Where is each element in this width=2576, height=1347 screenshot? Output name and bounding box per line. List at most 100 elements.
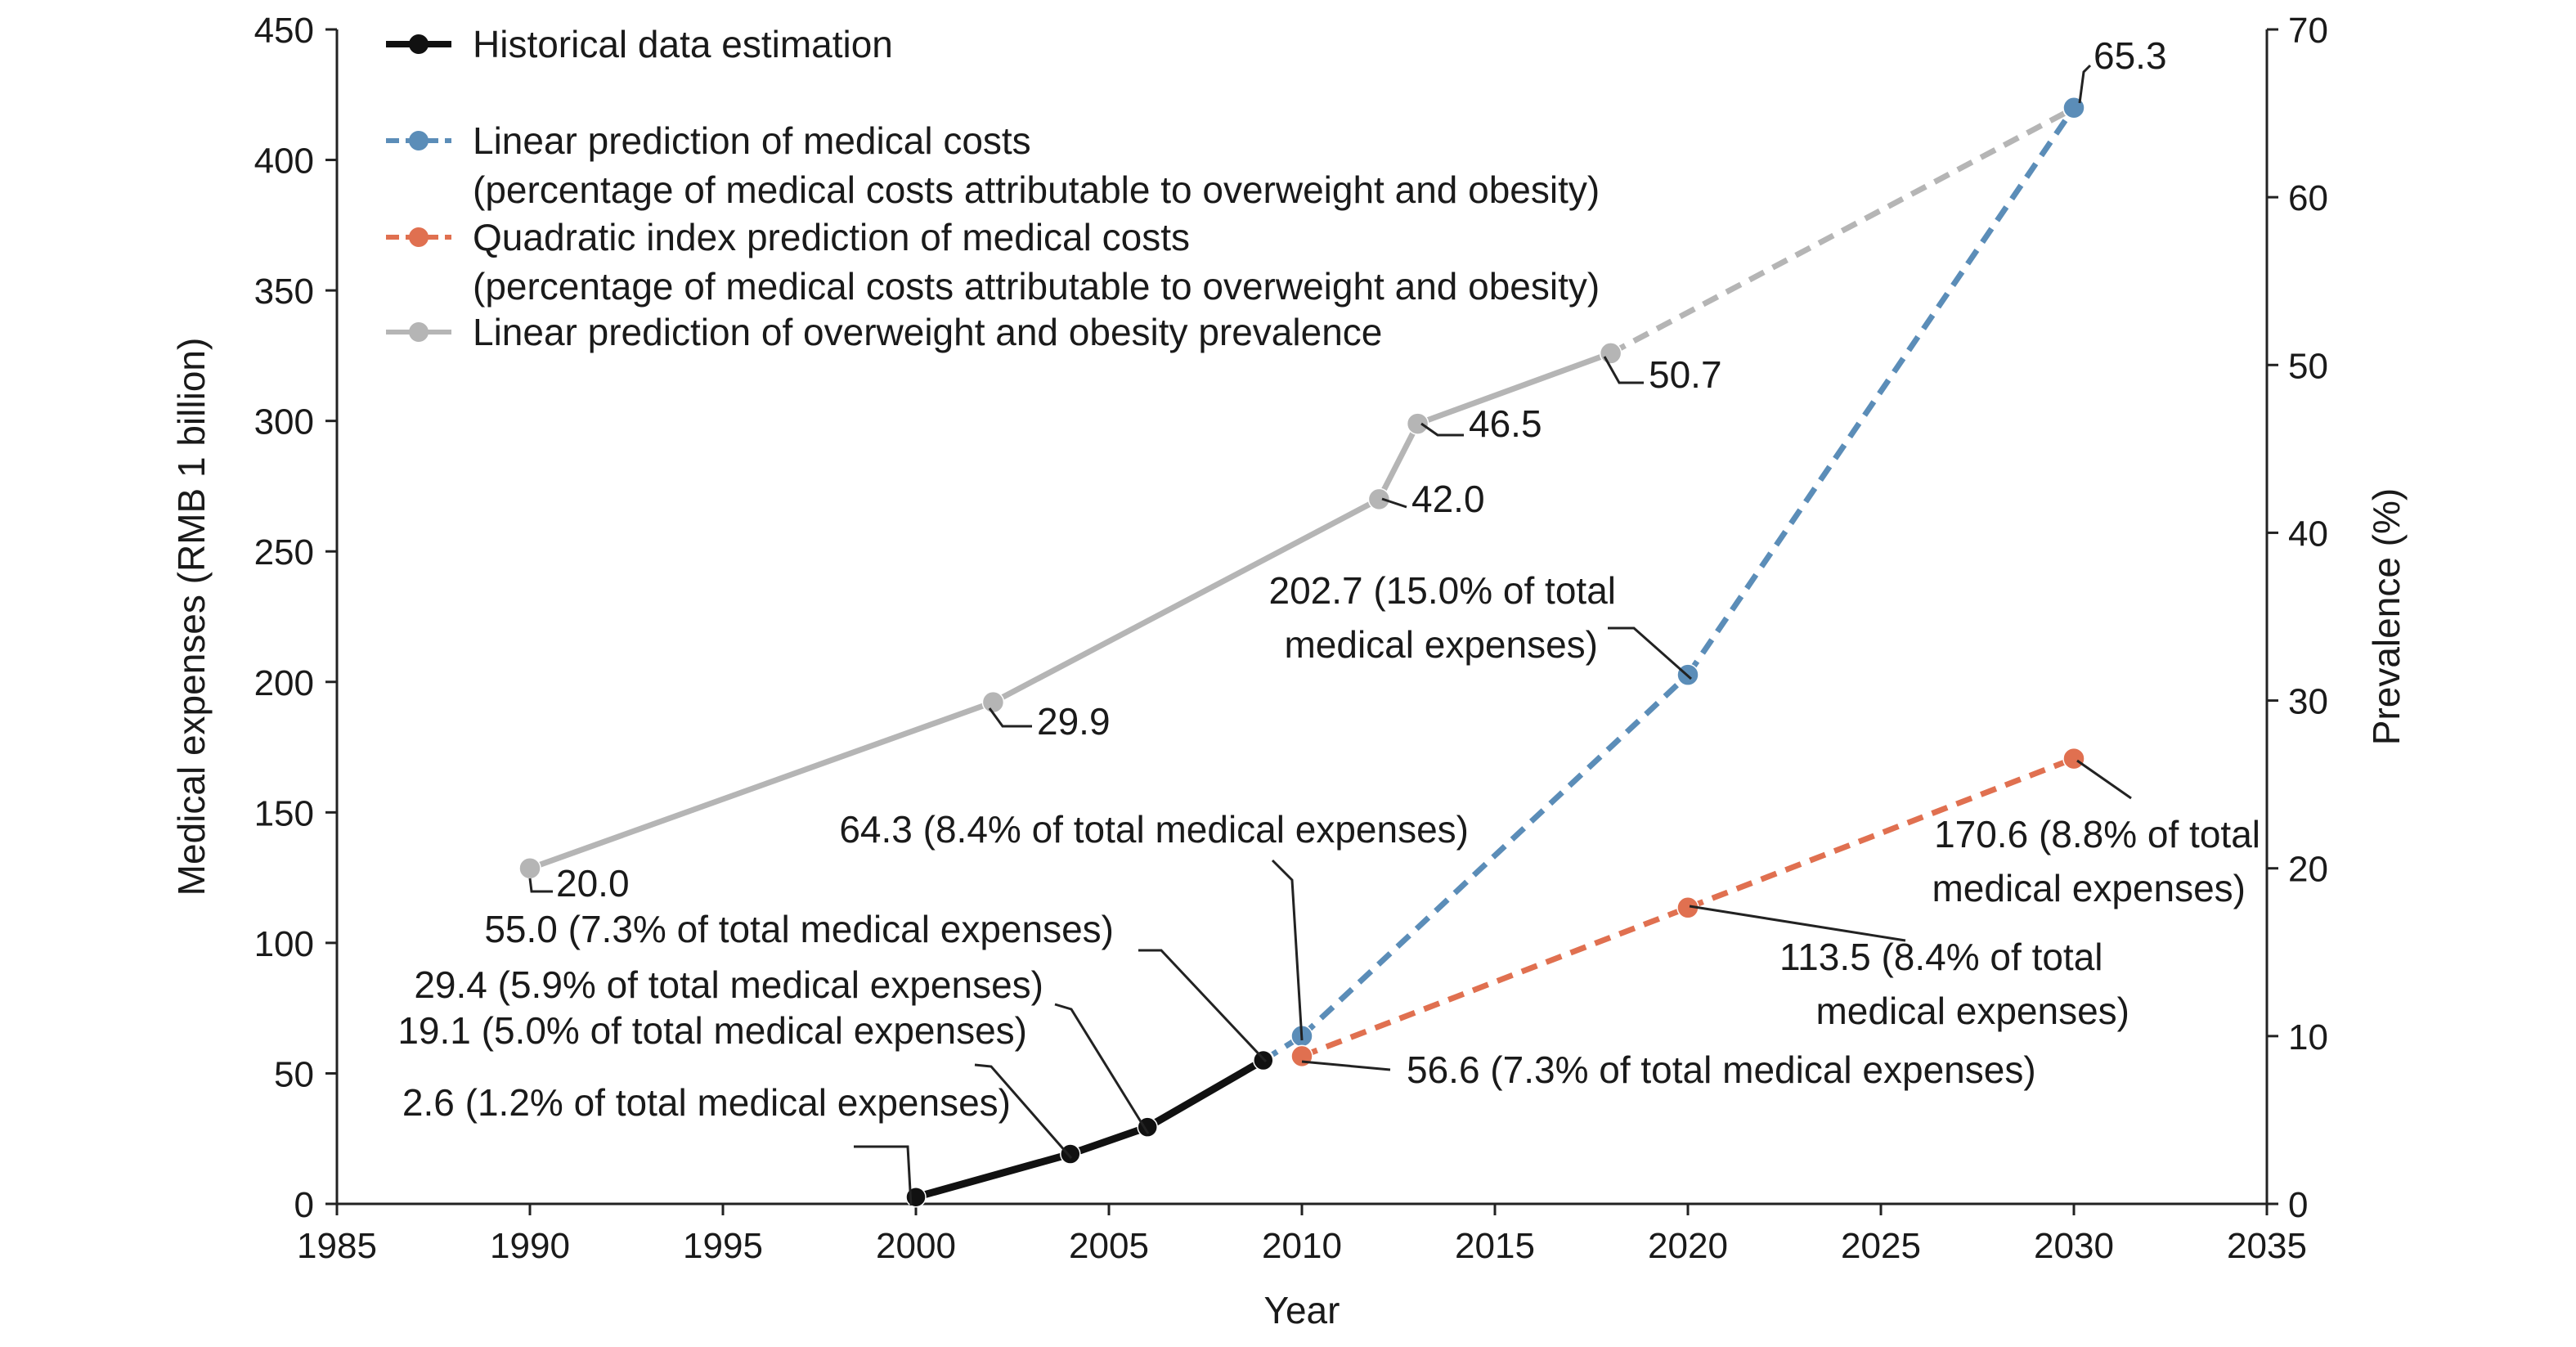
- annotation-leader-line: [854, 1145, 913, 1206]
- annotation-text: 113.5 (8.4% of total: [1779, 936, 2103, 978]
- annotation-leader-line: [1271, 859, 1304, 1041]
- x-tick-label: 1995: [683, 1226, 763, 1266]
- x-tick-label: 2000: [876, 1226, 956, 1266]
- annotation-text: 2.6 (1.2% of total medical expenses): [402, 1081, 1011, 1124]
- series-prevalence-point: [1599, 342, 1622, 365]
- y-left-tick-label: 0: [294, 1185, 314, 1225]
- y-right-tick-label: 60: [2288, 178, 2328, 218]
- y-left-tick-label: 450: [254, 11, 314, 51]
- series-prevalence-segment: [1609, 106, 2076, 357]
- y-right-tick-label: 50: [2288, 346, 2328, 386]
- annotation-text: 20.0: [556, 862, 630, 905]
- y-left-tick-label: 50: [274, 1054, 314, 1094]
- series-historical-segment: [912, 1150, 1075, 1201]
- y-left-tick-label: 150: [254, 793, 314, 833]
- annotation-quad-2030: 170.6 (8.8% of total medical expenses): [1932, 759, 2260, 909]
- x-tick-label: 2010: [1262, 1226, 1342, 1266]
- series-prevalence-segment: [527, 699, 996, 872]
- annotation-leader-line: [1689, 905, 1906, 942]
- y-right-tick-label: 30: [2288, 682, 2328, 722]
- series-quadratic_costs-point: [2062, 747, 2085, 770]
- x-tick-label: 2025: [1841, 1226, 1921, 1266]
- series-linear_costs-segment: [1685, 106, 2076, 677]
- legend-swatch-marker: [409, 34, 429, 54]
- annotation-leader-line: [1381, 497, 1407, 509]
- y-left-tick-label: 350: [254, 272, 314, 312]
- x-tick-label: 2030: [2034, 1226, 2114, 1266]
- y-axis-left-title: Medical expenses (RMB 1 billion): [170, 338, 213, 896]
- x-tick-label: 2035: [2227, 1226, 2307, 1266]
- series-quadratic_costs-segment: [1300, 905, 1690, 1059]
- y-right-tick-label: 10: [2288, 1017, 2328, 1057]
- series-prevalence-point: [981, 690, 1005, 714]
- annotation-text: 29.4 (5.9% of total medical expenses): [414, 963, 1043, 1006]
- legend-label-line2: (percentage of medical costs attributabl…: [473, 265, 1600, 308]
- annotation-prev-2012: 42.0: [1381, 478, 1485, 520]
- axes-layer: 1985 1990 1995 2000 2005 2010 2015 2020 2025 2030…: [170, 11, 2408, 1331]
- series-prevalence-point: [518, 856, 541, 880]
- series-prevalence-point: [1367, 487, 1391, 511]
- annotation-text: medical expenses): [1284, 623, 1598, 666]
- annotation-leader-line: [1301, 1060, 1391, 1071]
- x-tick-label: 2005: [1069, 1226, 1149, 1266]
- series-prevalence: [518, 97, 2085, 880]
- annotation-text: 56.6 (7.3% of total medical expenses): [1407, 1048, 2036, 1091]
- annotation-prev-2018: 50.7: [1603, 353, 1722, 396]
- annotation-text: 19.1 (5.0% of total medical expenses): [397, 1009, 1027, 1052]
- y-left-tick-label: 100: [254, 924, 314, 964]
- series-linear_costs-point: [2062, 96, 2085, 119]
- x-tick-label: 1985: [297, 1226, 377, 1266]
- y-right-tick-label: 70: [2288, 11, 2328, 51]
- annotation-prev-1990: 20.0: [528, 862, 630, 905]
- y-left-tick-label: 400: [254, 141, 314, 182]
- series-prevalence-segment: [1376, 420, 1421, 502]
- y-left-tick-label: 250: [254, 532, 314, 572]
- y-left-tick-label: 200: [254, 663, 314, 703]
- annotation-text: 42.0: [1411, 478, 1485, 520]
- y-left-tick-label: 300: [254, 402, 314, 442]
- annotation-text: 202.7 (15.0% of total: [1268, 569, 1616, 612]
- legend-label-line2: (percentage of medical costs attributabl…: [473, 168, 1600, 211]
- annotation-text: 46.5: [1469, 402, 1542, 445]
- series-historical-segment: [1066, 1123, 1151, 1158]
- annotation-hist-2000: 2.6 (1.2% of total medical expenses): [402, 1081, 1011, 1206]
- y-right-tick-label: 40: [2288, 514, 2328, 554]
- legend: Historical data estimation Linear predict…: [386, 23, 1600, 353]
- series-historical-point: [1060, 1143, 1081, 1165]
- annotation-leader-line: [1608, 626, 1692, 680]
- y-right-tick-label: 20: [2288, 850, 2328, 890]
- annotation-layer: 20.0 29.9 42.0 46.5 50.7 65.3 2.6 (1.2% of tot…: [397, 34, 2260, 1206]
- annotation-hist-2009: 55.0 (7.3% of total medical expenses): [484, 908, 1268, 1063]
- legend-label: Quadratic index prediction of medical co…: [473, 216, 1190, 258]
- annotation-lin-2020: 202.7 (15.0% of total medical expenses): [1268, 569, 1692, 680]
- annotation-prev-2013: 46.5: [1420, 402, 1542, 445]
- legend-item-prevalence: Linear prediction of overweight and obes…: [386, 311, 1382, 353]
- annotation-leader-line: [974, 1063, 1073, 1159]
- series-prevalence-segment: [990, 496, 1382, 706]
- legend-swatch-marker: [409, 131, 429, 150]
- legend-label: Historical data estimation: [473, 23, 893, 65]
- series-quadratic_costs-point: [1290, 1044, 1313, 1068]
- y-axis-right-title: Prevalence (%): [2365, 488, 2408, 745]
- annotation-text: 64.3 (8.4% of total medical expenses): [839, 808, 1469, 851]
- annotation-quad-2010: 56.6 (7.3% of total medical expenses): [1301, 1048, 2036, 1091]
- annotation-leader-line: [1054, 1003, 1150, 1134]
- annotation-leader-line: [2078, 64, 2092, 104]
- annotation-leader-line: [1420, 422, 1464, 437]
- annotation-leader-line: [1603, 356, 1644, 384]
- annotation-text: 170.6 (8.8% of total: [1934, 813, 2260, 855]
- annotation-text: 29.9: [1037, 700, 1111, 743]
- legend-label: Linear prediction of medical costs: [473, 119, 1031, 162]
- legend-swatch-marker: [409, 227, 429, 247]
- annotation-prev-2030: 65.3: [2078, 34, 2167, 104]
- x-axis-title: Year: [1264, 1289, 1340, 1331]
- annotation-text: medical expenses): [1815, 990, 2129, 1032]
- annotation-leader-line: [1138, 949, 1268, 1063]
- series-historical-segment: [1143, 1056, 1268, 1131]
- annotation-text: 55.0 (7.3% of total medical expenses): [484, 908, 1114, 950]
- annotation-prev-2002: 29.9: [988, 700, 1111, 743]
- legend-label: Linear prediction of overweight and obes…: [473, 311, 1382, 353]
- series-linear_costs-segment: [1299, 672, 1690, 1039]
